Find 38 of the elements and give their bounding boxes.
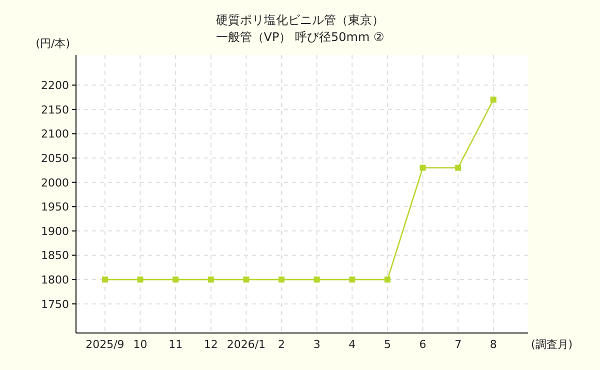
y-tick-label: 2150 — [41, 103, 69, 116]
x-tick-label: 10 — [133, 338, 148, 351]
point — [102, 276, 108, 283]
point — [490, 96, 496, 103]
x-tick-label: 12 — [204, 338, 218, 351]
point — [420, 164, 426, 171]
x-tick-label: 6 — [419, 338, 426, 351]
point — [384, 276, 390, 283]
y-tick-label: 2100 — [41, 128, 69, 141]
chart-title: 硬質ポリ塩化ビニル管（東京） — [216, 13, 384, 27]
point — [243, 276, 250, 283]
point — [349, 276, 356, 283]
x-tick-label: 5 — [384, 338, 391, 351]
y-tick-label: 2000 — [41, 176, 69, 190]
y-tick-label: 1850 — [41, 249, 69, 262]
y-tick-label: 2050 — [41, 152, 69, 166]
y-tick-label: 1950 — [41, 200, 69, 214]
y-tick-label: 2200 — [41, 79, 69, 92]
chart-subtitle: 一般管（VP） 呼び径50mm ② — [216, 30, 384, 44]
x-axis-title: (調査月) — [531, 338, 573, 351]
x-tick-label: 8 — [490, 338, 497, 351]
point — [208, 276, 214, 283]
x-tick-label: 2026/1 — [226, 338, 266, 351]
point — [172, 276, 179, 283]
x-tick-label: 2025/9 — [86, 338, 124, 351]
y-tick-label: 1750 — [41, 298, 69, 311]
x-tick-label: 11 — [168, 338, 183, 351]
x-tick-label: 2 — [278, 338, 286, 351]
point — [455, 164, 462, 171]
y-tick-label: 1900 — [41, 224, 69, 238]
point — [278, 276, 285, 283]
point — [137, 276, 144, 283]
point — [314, 276, 320, 283]
x-tick-label: 7 — [454, 338, 462, 351]
y-axis-title: (円/本) — [36, 37, 70, 50]
y-tick-label: 1800 — [41, 274, 69, 287]
x-tick-label: 4 — [348, 338, 356, 351]
x-tick-label: 3 — [313, 338, 320, 351]
